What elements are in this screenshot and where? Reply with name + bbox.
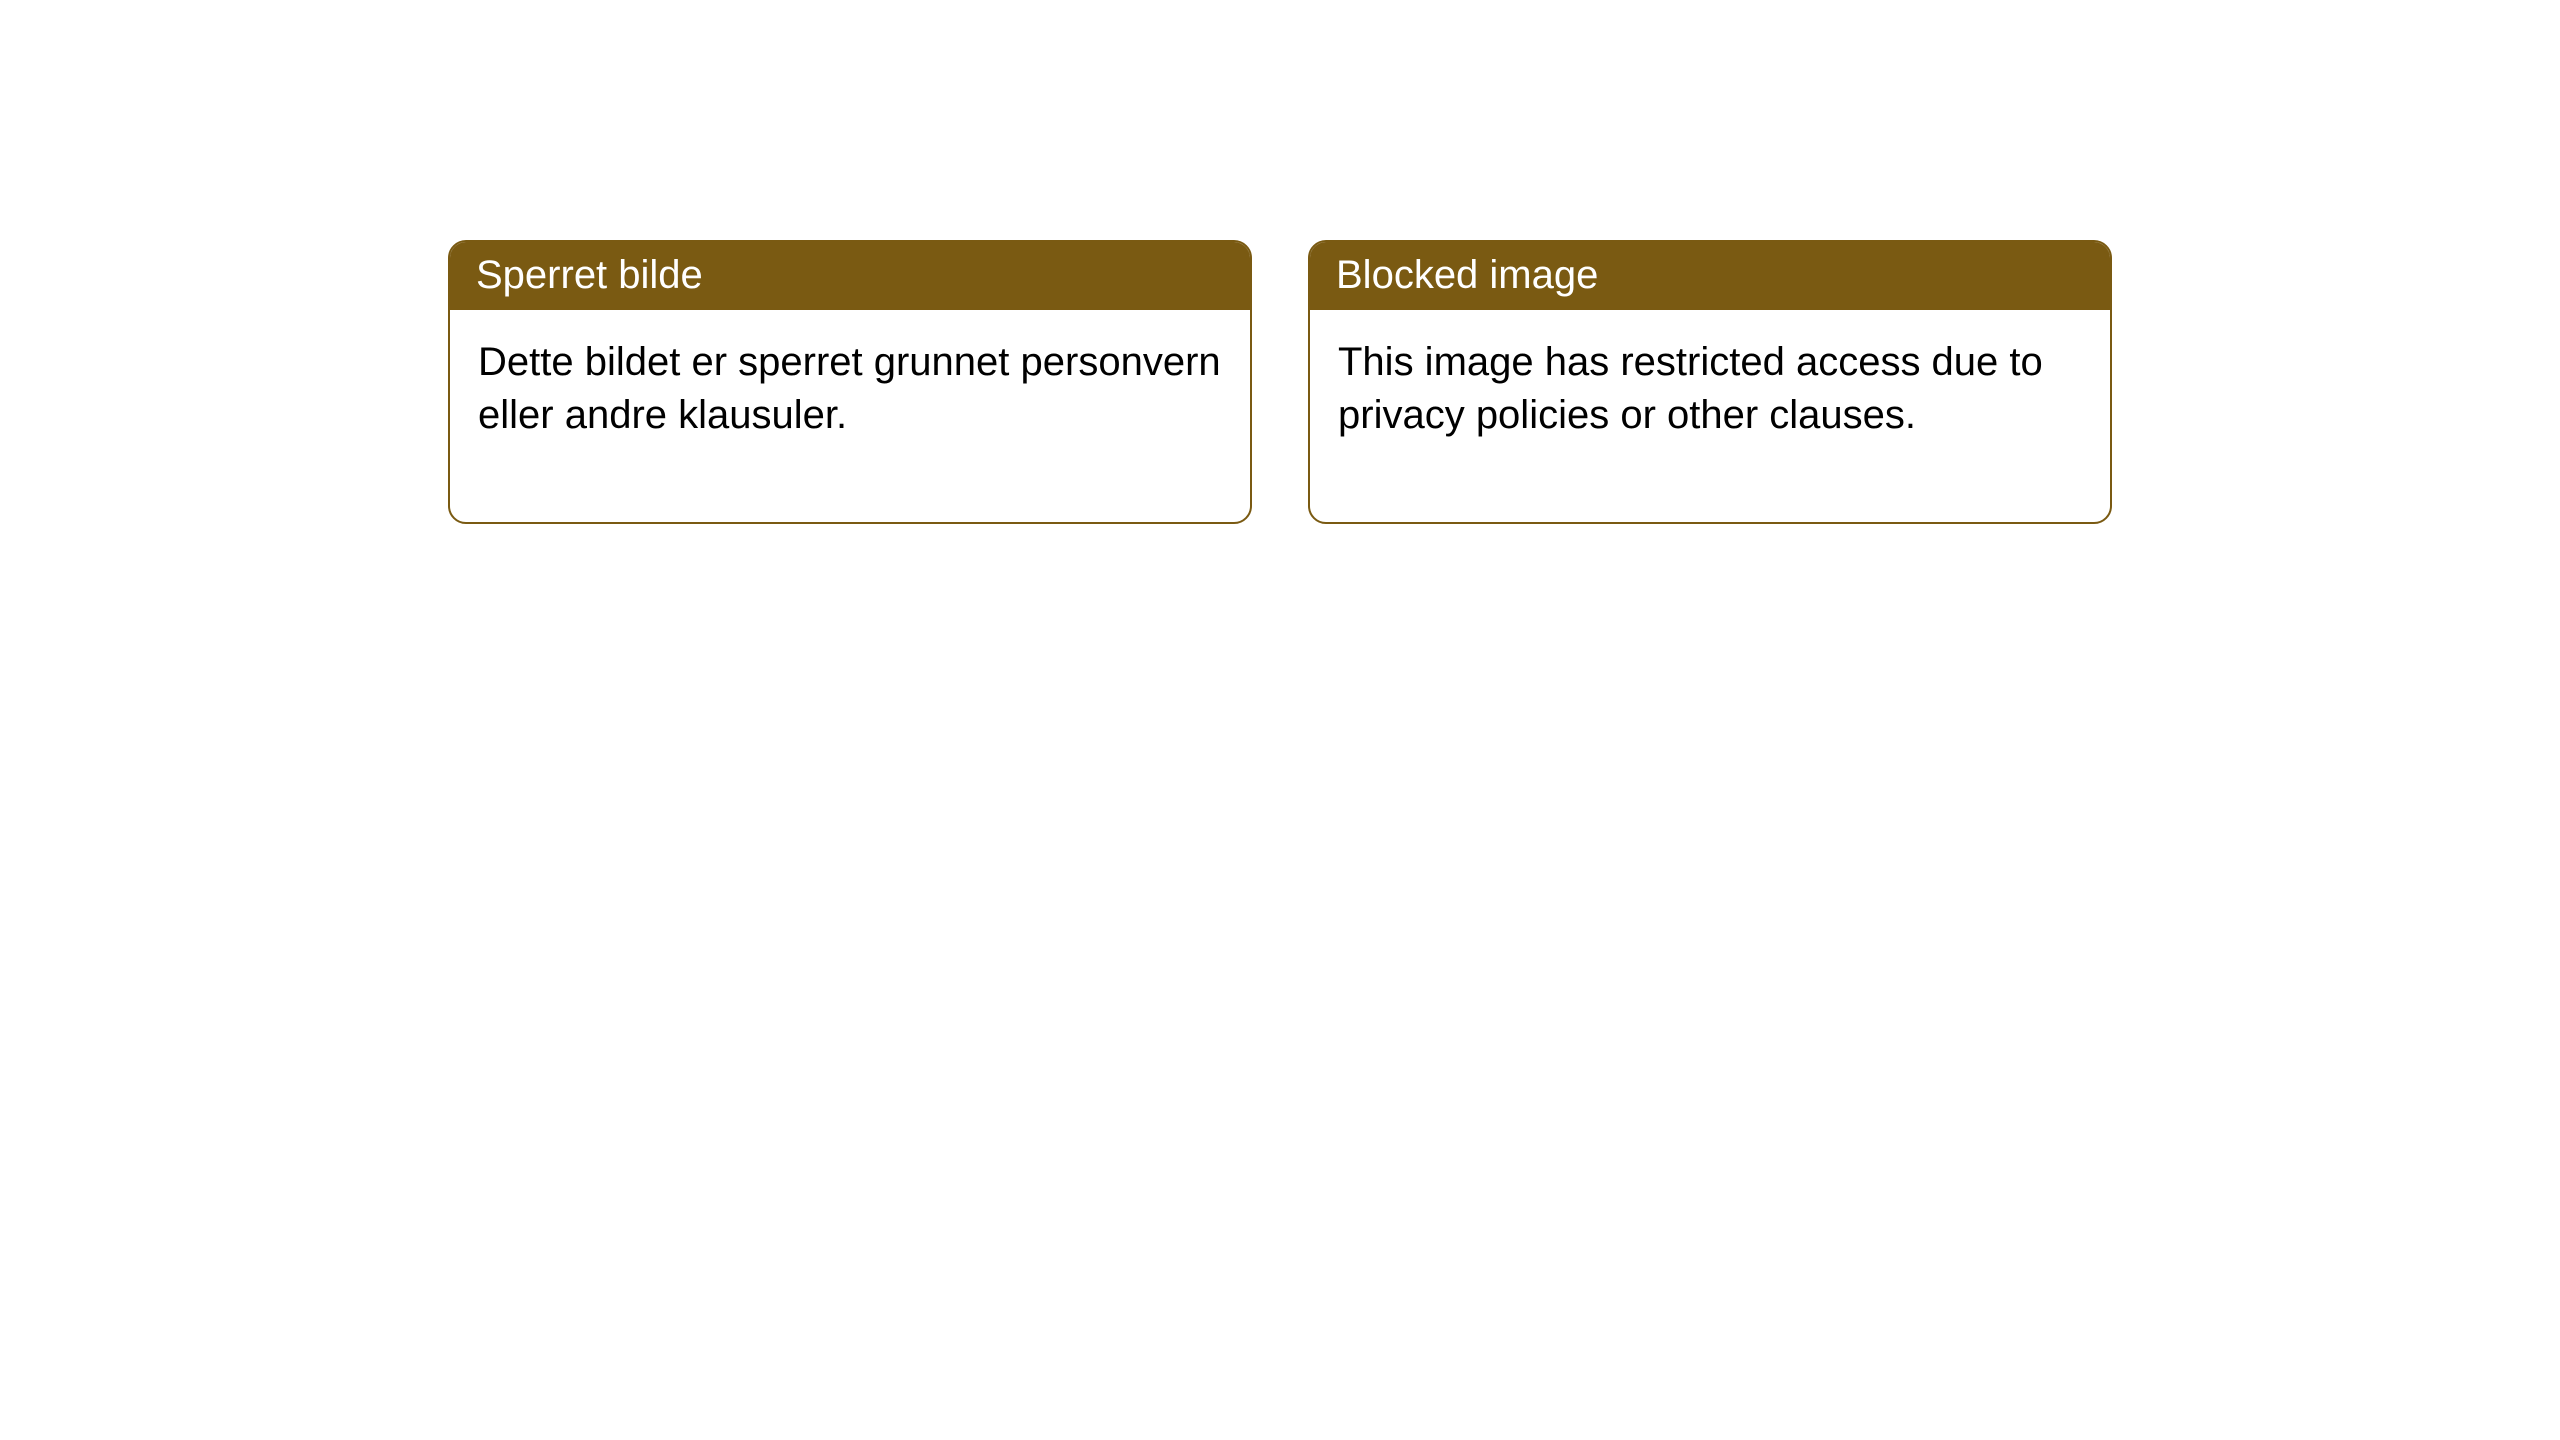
notice-card-title: Sperret bilde (450, 242, 1250, 310)
notice-cards-row: Sperret bilde Dette bildet er sperret gr… (0, 0, 2560, 524)
notice-card-english: Blocked image This image has restricted … (1308, 240, 2112, 524)
notice-card-body: Dette bildet er sperret grunnet personve… (450, 310, 1250, 522)
notice-card-norwegian: Sperret bilde Dette bildet er sperret gr… (448, 240, 1252, 524)
notice-card-body: This image has restricted access due to … (1310, 310, 2110, 522)
notice-card-title: Blocked image (1310, 242, 2110, 310)
